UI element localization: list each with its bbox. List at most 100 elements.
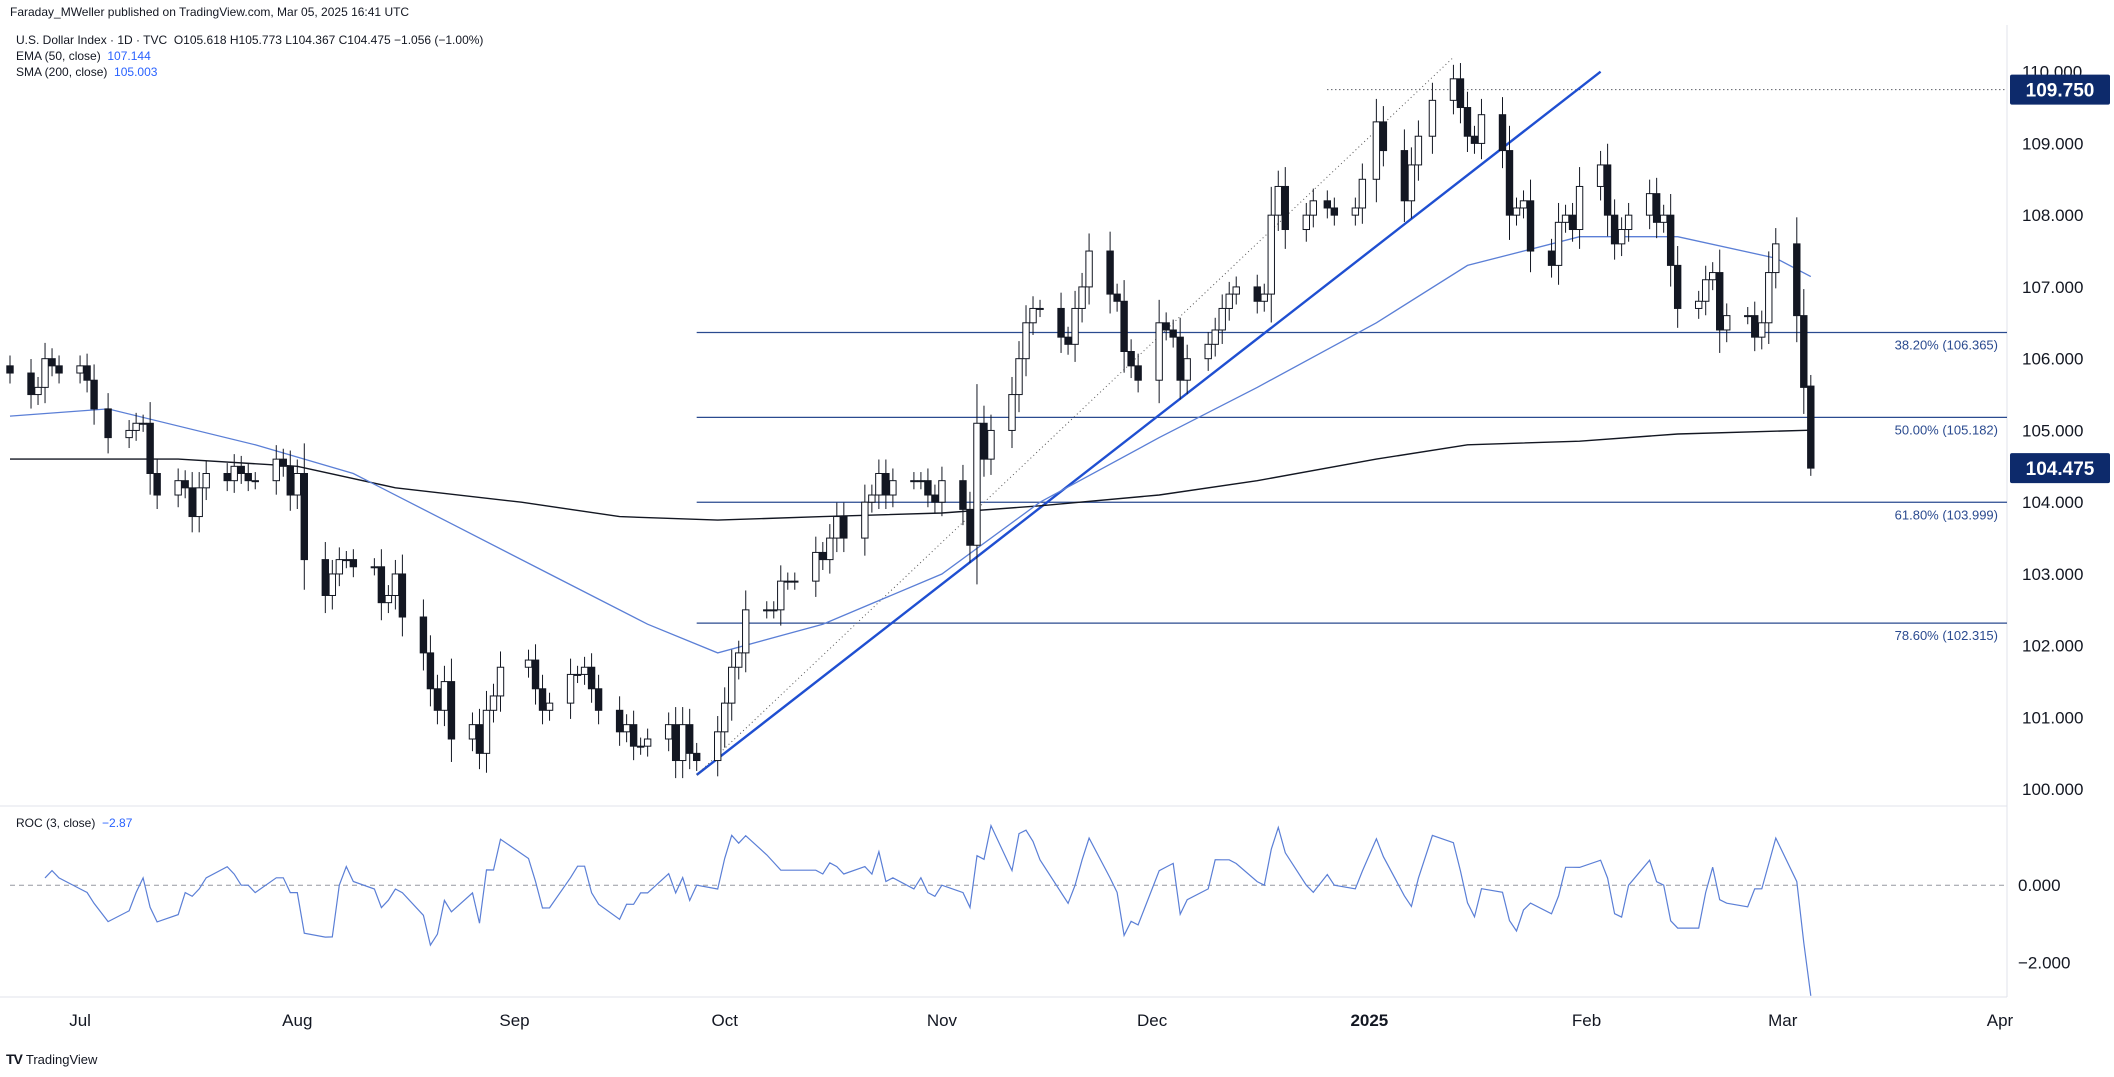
candle xyxy=(1765,251,1773,344)
candle-body xyxy=(833,516,841,539)
candle-body xyxy=(181,480,189,489)
candle xyxy=(1800,289,1808,414)
candle xyxy=(777,565,785,626)
candle-body xyxy=(826,537,834,561)
candle xyxy=(1036,299,1044,318)
candle-body xyxy=(882,472,890,496)
candle-body xyxy=(1281,185,1289,231)
y-tick-label: 102.000 xyxy=(2022,637,2083,656)
candle-body xyxy=(1505,150,1514,216)
candle-body xyxy=(1309,200,1318,216)
roc-value: −2.87 xyxy=(102,816,133,830)
candle xyxy=(279,448,287,477)
candle xyxy=(1414,120,1423,181)
candle xyxy=(1744,307,1752,325)
candle-body xyxy=(1800,315,1808,388)
candle xyxy=(910,472,918,490)
candle-body xyxy=(1260,293,1268,302)
candle xyxy=(1596,150,1605,201)
candle xyxy=(1561,204,1570,233)
candle-body xyxy=(1176,336,1184,381)
candle xyxy=(1281,167,1289,249)
trendline-fib-swing xyxy=(696,56,1454,776)
candle xyxy=(90,364,98,425)
candle-body xyxy=(1596,164,1605,187)
candle-body xyxy=(489,695,498,711)
candle-body xyxy=(615,709,624,733)
candle xyxy=(861,484,869,556)
candle xyxy=(1169,319,1177,348)
candle-body xyxy=(819,551,827,561)
candle xyxy=(342,550,351,569)
candle-body xyxy=(1723,315,1731,331)
candle xyxy=(545,692,554,721)
candle xyxy=(671,707,680,779)
candle-body xyxy=(1036,307,1044,310)
candle xyxy=(153,459,161,510)
candle-body xyxy=(1645,193,1654,216)
candle xyxy=(1554,202,1563,285)
fib-label: 50.00% (105.182) xyxy=(1895,422,1998,437)
candle-body xyxy=(1610,214,1619,245)
candle xyxy=(104,393,112,454)
candle xyxy=(286,450,294,511)
candle xyxy=(181,470,189,499)
candle xyxy=(791,572,799,590)
tradingview-brand: TradingView xyxy=(25,1051,98,1067)
candle xyxy=(833,502,841,553)
candle xyxy=(384,585,393,614)
candle xyxy=(924,468,932,508)
candle xyxy=(784,572,792,590)
candle-body xyxy=(6,365,14,374)
candle-body xyxy=(636,745,645,748)
candle-body xyxy=(594,688,603,711)
candle xyxy=(966,491,974,563)
candle xyxy=(426,635,435,707)
y-tick-label: 100.000 xyxy=(2022,780,2083,799)
candle xyxy=(1498,97,1507,169)
candle xyxy=(1302,202,1310,242)
candle xyxy=(636,737,645,755)
candle xyxy=(440,665,449,727)
roc-label: ROC (3, close) xyxy=(16,816,96,830)
candle-body xyxy=(1526,200,1535,252)
candle xyxy=(489,683,498,723)
candle-body xyxy=(1519,200,1528,209)
roc-tick-label: 0.000 xyxy=(2018,876,2061,895)
candle xyxy=(580,656,589,685)
candle-body xyxy=(230,465,238,482)
candle-body xyxy=(1120,300,1128,353)
candle-body xyxy=(1463,107,1472,137)
candle xyxy=(1176,317,1184,400)
candle-body xyxy=(1456,78,1465,109)
candle-body xyxy=(987,429,995,460)
candle xyxy=(685,708,694,770)
candle-body xyxy=(1414,135,1423,166)
candle xyxy=(1253,274,1261,314)
candle xyxy=(230,454,238,493)
roc-tick-label: −2.000 xyxy=(2018,953,2070,972)
candle xyxy=(1029,296,1037,335)
candle-body xyxy=(468,724,477,740)
candle-body xyxy=(237,465,245,474)
candle-body xyxy=(139,422,147,425)
candle-body xyxy=(1716,272,1724,331)
candle-body xyxy=(1253,286,1261,302)
candle-body xyxy=(1183,358,1191,381)
candle-body xyxy=(1793,243,1801,317)
candle xyxy=(917,472,925,490)
candle xyxy=(195,472,203,533)
candle xyxy=(868,484,876,513)
candle xyxy=(272,445,280,495)
candle-body xyxy=(735,652,743,668)
candle-body xyxy=(1603,164,1612,216)
candle xyxy=(721,687,729,748)
price-tag-bg xyxy=(2010,74,2110,105)
candle xyxy=(1723,303,1731,343)
candle-body xyxy=(1673,264,1682,309)
candle xyxy=(763,601,771,619)
candle xyxy=(1463,91,1472,153)
candle-body xyxy=(889,480,897,496)
x-tick-label: Nov xyxy=(927,1011,958,1030)
